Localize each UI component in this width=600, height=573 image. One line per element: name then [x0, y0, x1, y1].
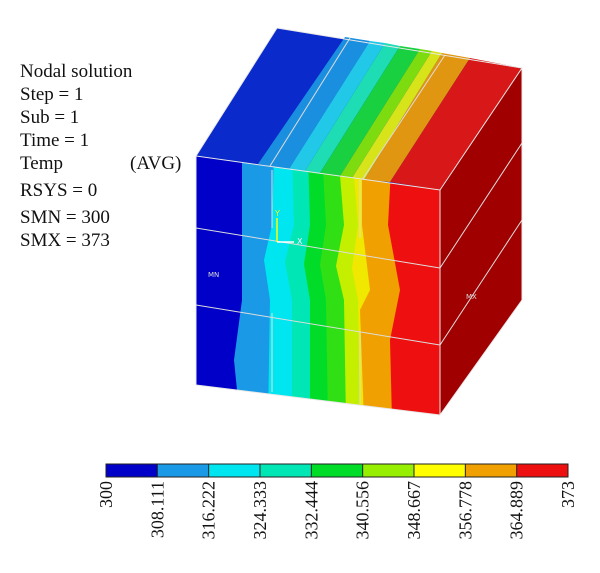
legend-label-6: 340.556 [353, 481, 373, 540]
top-band-1 [258, 37, 370, 169]
info-temp: Temp [20, 153, 63, 174]
legend-label-9: 364.889 [507, 481, 527, 540]
temperature-cube-model: MN MX Y X [195, 27, 523, 416]
max-marker: MX [466, 293, 477, 301]
top-band-4 [320, 46, 420, 176]
info-sub: Sub = 1 [20, 107, 80, 128]
axis-x-label: X [297, 237, 303, 246]
solution-info-panel: Nodal solution Step = 1 Sub = 1 Time = 1… [20, 60, 181, 252]
axis-triad: Y X [274, 209, 303, 246]
legend-band-8 [465, 464, 518, 477]
top-band-5 [340, 49, 432, 178]
legend-label-10: 373 [558, 481, 578, 508]
info-smn: SMN = 300 [20, 207, 110, 228]
legend-band-9 [516, 464, 569, 477]
legend-band-3 [208, 464, 261, 477]
info-smx: SMX = 373 [20, 230, 110, 251]
axis-y-label: Y [274, 209, 280, 218]
legend-band-5 [311, 464, 364, 477]
legend-band-7 [414, 464, 466, 477]
legend-label-5: 332.444 [301, 481, 321, 540]
cube-edges [195, 27, 523, 416]
info-step: Step = 1 [20, 84, 84, 105]
legend-label-3: 316.222 [199, 481, 219, 540]
min-marker: MN [208, 271, 219, 279]
legend-band-6 [362, 464, 415, 477]
info-avg: (AVG) [130, 153, 182, 174]
cube-top-face [196, 28, 522, 190]
top-band-3 [305, 43, 400, 173]
info-title: Nodal solution [20, 61, 133, 82]
top-band-2 [289, 41, 385, 171]
legend-label-4: 324.333 [250, 481, 270, 540]
top-band-6 [352, 51, 442, 180]
top-band-8 [390, 58, 522, 190]
top-band-7 [364, 53, 470, 182]
legend-band-1 [106, 464, 158, 477]
legend-label-1: 300 [96, 481, 116, 508]
legend-label-8: 356.778 [455, 481, 475, 540]
info-time: Time = 1 [20, 130, 90, 151]
legend-label-7: 348.667 [404, 481, 424, 540]
legend-band-2 [157, 464, 210, 477]
legend-label-2: 308.111 [147, 481, 167, 538]
legend-band-4 [260, 464, 312, 477]
cube-front-face [196, 156, 440, 415]
info-rsys: RSYS = 0 [20, 180, 98, 201]
